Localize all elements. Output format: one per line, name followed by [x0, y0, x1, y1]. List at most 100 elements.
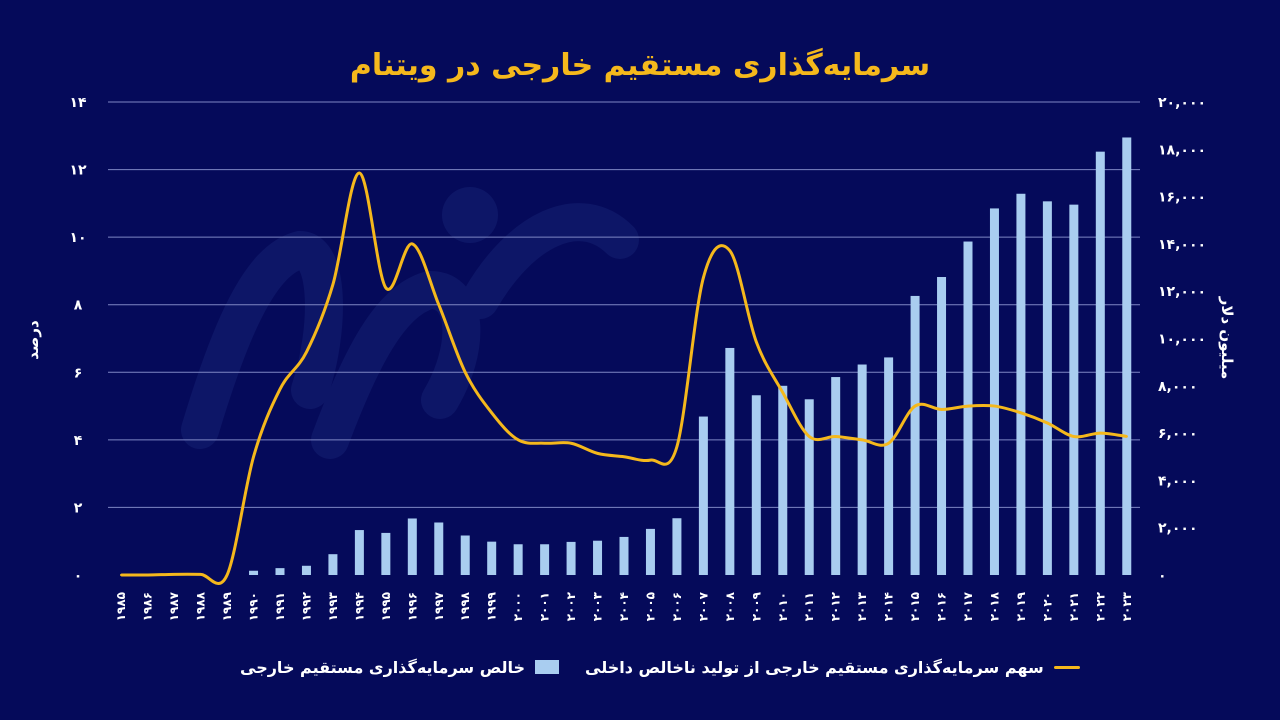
line-path [121, 171, 1127, 585]
grid-lines [108, 101, 1140, 508]
x-tick-label: ۲۰۰۶ [670, 592, 684, 621]
right-tick-label: ۰ [1158, 568, 1167, 584]
x-tick-label: ۲۰۰۲ [564, 591, 578, 621]
x-tick-label: ۱۹۹۱ [273, 592, 287, 621]
bar-۱۹۹۹ [487, 541, 497, 575]
x-tick-label: ۱۹۸۹ [220, 591, 234, 621]
line-point-۲۰۱۱ [808, 435, 811, 438]
bar-۱۹۹۳ [328, 554, 338, 575]
right-axis-label: میلیون دلار [1218, 296, 1236, 380]
line-point-۲۰۰۱ [543, 442, 546, 445]
line-point-۱۹۹۴ [358, 171, 361, 175]
line-point-۲۰۰۲ [569, 442, 573, 445]
line-point-۲۰۲۱ [1072, 435, 1076, 438]
line-point-۱۹۹۶ [411, 242, 414, 246]
left-tick-label: ۲ [74, 500, 83, 516]
right-axis-ticks: ۰ ۲,۰۰۰ ۴,۰۰۰ ۶,۰۰۰ ۸,۰۰۰ ۱۰,۰۰۰ ۱۲,۰۰۰ ۱۴,۰۰۰ ۱… [1158, 95, 1206, 584]
right-tick-label: ۱۴,۰۰۰ [1158, 237, 1206, 253]
legend-swatch-line [1053, 665, 1080, 669]
line-point-۲۰۰۰ [516, 438, 520, 442]
bar-۱۹۹۲ [301, 565, 311, 575]
bar-۲۰۱۷ [963, 241, 973, 575]
left-tick-label: ۸ [74, 298, 83, 314]
bar-۲۰۲۳ [1122, 137, 1132, 575]
bar-series [249, 137, 1132, 576]
x-tick-label: ۲۰۱۲ [829, 591, 843, 621]
left-tick-label: ۱۲ [69, 163, 87, 179]
bar-۲۰۱۰ [778, 385, 788, 575]
legend-item-bars: خالص سرمایه‌گذاری مستقیم خارجی [240, 655, 560, 679]
x-tick-label: ۲۰۰۹ [749, 591, 763, 621]
right-tick-label: ۱۶,۰۰۰ [1158, 190, 1206, 206]
x-tick-label: ۱۹۹۶ [405, 592, 419, 621]
x-tick-label: ۲۰۱۴ [882, 592, 896, 621]
x-tick-label: ۲۰۲۲ [1093, 591, 1107, 621]
x-tick-label: ۲۰۰۰ [511, 592, 525, 621]
right-tick-label: ۱۸,۰۰۰ [1158, 142, 1206, 158]
bar-۲۰۲۰ [1042, 201, 1052, 575]
line-point-۱۹۸۸ [199, 573, 202, 576]
bar-۲۰۱۶ [937, 277, 947, 575]
line-point-۲۰۲۲ [1099, 431, 1102, 435]
line-point-۲۰۱۳ [860, 438, 864, 442]
bar-۲۰۰۰ [513, 544, 523, 575]
left-tick-label: ۶ [74, 365, 83, 381]
bar-۲۰۰۶ [672, 518, 682, 575]
x-tick-label: ۲۰۱۱ [802, 592, 816, 621]
left-tick-label: ۴ [74, 433, 83, 449]
line-point-۲۰۱۵ [913, 404, 917, 408]
x-tick-label: ۲۰۰۷ [696, 591, 710, 621]
x-tick-label: ۲۰۱۵ [908, 592, 922, 621]
bar-۱۹۹۴ [354, 530, 364, 575]
x-tick-label: ۱۹۸۸ [194, 591, 208, 621]
chart-title: سرمایه‌گذاری مستقیم خارجی در ویتنام [349, 48, 931, 83]
x-tick-label: ۲۰۱۰ [776, 592, 790, 621]
left-axis-ticks: ۰ ۲ ۴ ۶ ۸ ۱۰ ۱۲ ۱۴ [69, 95, 87, 584]
x-tick-label: ۲۰۲۱ [1067, 592, 1081, 621]
x-tick-label: ۲۰۰۵ [643, 592, 657, 621]
x-tick-label: ۱۹۸۵ [114, 592, 128, 621]
line-point-۲۰۰۴ [622, 455, 626, 458]
x-tick-label: ۲۰۱۳ [855, 591, 869, 621]
bar-۲۰۰۴ [619, 536, 629, 575]
bar-۲۰۱۸ [989, 208, 999, 576]
bar-۲۰۱۵ [910, 295, 920, 575]
legend-label-bars: خالص سرمایه‌گذاری مستقیم خارجی [240, 657, 526, 677]
line-point-۲۰۰۸ [728, 249, 732, 252]
bar-۲۰۲۲ [1095, 151, 1105, 576]
x-tick-label: ۲۰۲۳ [1120, 591, 1134, 621]
bar-۱۹۹۰ [249, 570, 259, 575]
x-tick-label: ۲۰۱۹ [1014, 591, 1028, 621]
bar-۲۰۰۳ [593, 540, 603, 575]
x-tick-label: ۲۰۰۱ [538, 592, 552, 621]
bar-۱۹۹۶ [407, 518, 417, 575]
line-point-۱۹۹۳ [331, 283, 335, 286]
line-point-۲۰۲۰ [1046, 421, 1049, 425]
right-tick-label: ۶,۰۰۰ [1158, 426, 1198, 442]
x-tick-label: ۱۹۹۴ [352, 592, 366, 621]
legend-label-line: سهم سرمایه‌گذاری مستقیم خارجی از تولید ن… [585, 657, 1044, 677]
line-point-۱۹۹۵ [384, 286, 388, 290]
left-axis-label: درصد [24, 320, 42, 360]
bar-۲۰۲۱ [1069, 204, 1079, 576]
x-tick-label: ۲۰۰۴ [617, 592, 631, 621]
line-point-۲۰۱۷ [966, 404, 970, 408]
x-tick-label: ۱۹۹۲ [299, 591, 313, 621]
x-tick-label: ۱۹۹۳ [326, 591, 340, 621]
x-tick-label: ۱۹۸۶ [141, 592, 155, 621]
line-point-۲۰۱۹ [1019, 411, 1023, 415]
bar-۲۰۱۴ [884, 357, 894, 575]
right-tick-label: ۱۲,۰۰۰ [1158, 284, 1206, 300]
x-axis-ticks: ۱۹۸۵ ۱۹۸۶ ۱۹۸۷ ۱۹۸۸ ۱۹۸۹ ۱۹۹۰ ۱۹۹۱ ۱۹۹۲ ۱۹۹۳ ۱۹۹۴… [114, 591, 1134, 621]
right-tick-label: ۲,۰۰۰ [1158, 521, 1198, 537]
line-point-۱۹۸۹ [225, 573, 229, 577]
right-tick-label: ۸,۰۰۰ [1158, 379, 1198, 395]
right-tick-label: ۴,۰۰۰ [1158, 473, 1198, 489]
line-point-۱۹۹۷ [437, 303, 440, 306]
x-tick-label: ۲۰۰۳ [591, 591, 605, 621]
line-point-۲۰۱۶ [940, 408, 943, 411]
line-point-۱۹۹۰ [252, 455, 255, 458]
x-tick-label: ۲۰۰۸ [723, 591, 737, 621]
bar-۲۰۰۵ [645, 528, 655, 575]
